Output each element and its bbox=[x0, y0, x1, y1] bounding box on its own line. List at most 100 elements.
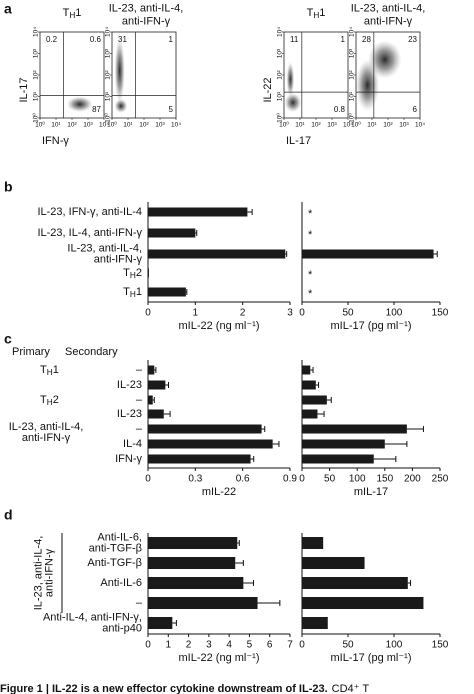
quadrant-percent: 23 bbox=[408, 35, 417, 44]
error-bar bbox=[315, 382, 320, 388]
bar bbox=[302, 395, 327, 405]
error-bar bbox=[326, 397, 332, 403]
x-tick-label: 100 bbox=[386, 308, 403, 319]
x-tick-label: 10⁰ bbox=[351, 121, 361, 129]
x-tick-label: 1 bbox=[193, 308, 199, 319]
primary-label: TH1 bbox=[40, 364, 59, 377]
value-label: * bbox=[308, 269, 313, 281]
y-axis-label: IL-17 bbox=[18, 77, 30, 102]
category-label: IL-23 bbox=[117, 408, 142, 420]
y-tick-label: 10⁰ bbox=[104, 113, 112, 123]
error-bar bbox=[407, 580, 412, 586]
quadrant-percent: 0.6 bbox=[90, 35, 102, 44]
x-tick-label: 10² bbox=[311, 122, 321, 129]
y-tick-label: 10² bbox=[105, 69, 112, 79]
bar bbox=[148, 228, 196, 238]
y-tick-label: 10¹ bbox=[277, 91, 284, 101]
x-tick-label: 10³ bbox=[399, 122, 409, 129]
text-part: 1 bbox=[53, 364, 59, 376]
x-tick-label: 0.9 bbox=[283, 474, 297, 485]
x-tick-label: 50 bbox=[324, 474, 336, 485]
cell-density bbox=[114, 99, 128, 113]
plot-title-line: anti-IFN-γ bbox=[364, 15, 413, 27]
x-tick-label: 2 bbox=[186, 640, 192, 651]
text-part: T bbox=[123, 286, 130, 298]
subscript: H bbox=[47, 368, 53, 377]
x-tick-label: 3 bbox=[287, 308, 293, 319]
category-label: Anti-IL-4, anti-IFN-γ, anti-p40 bbox=[43, 611, 142, 634]
category-label: Anti-TGF-β bbox=[87, 557, 142, 569]
error-bar bbox=[250, 456, 255, 462]
y-tick-label: 10⁰ bbox=[32, 113, 40, 123]
category-label-line: Anti-IL-4, anti-IFN-γ, bbox=[43, 611, 142, 623]
x-tick-label: 250 bbox=[432, 474, 449, 485]
bar bbox=[148, 424, 262, 434]
bar bbox=[302, 424, 407, 434]
category-label: TH1 bbox=[123, 286, 142, 299]
category-label: IL-4 bbox=[123, 438, 142, 450]
x-tick-label: 10² bbox=[67, 122, 77, 129]
y-tick-label: 10⁴ bbox=[33, 27, 40, 37]
x-tick-label: 2 bbox=[240, 308, 246, 319]
subscript: H bbox=[130, 290, 136, 299]
primary-label-line: anti-IFN-γ bbox=[22, 432, 71, 444]
bar bbox=[302, 597, 424, 609]
bar bbox=[302, 249, 434, 259]
x-tick-label: 10⁴ bbox=[171, 122, 181, 129]
bar bbox=[148, 537, 238, 549]
error-bar bbox=[373, 456, 397, 462]
quadrant-percent: 87 bbox=[92, 105, 101, 114]
error-bar bbox=[317, 411, 325, 417]
quadrant-percent: 5 bbox=[169, 105, 174, 114]
text-part: 2 bbox=[136, 267, 142, 279]
error-bar bbox=[185, 289, 188, 295]
x-tick-label: 0 bbox=[299, 308, 305, 319]
text-part: 1 bbox=[136, 286, 142, 298]
error-bar bbox=[247, 209, 253, 215]
x-tick-label: 10¹ bbox=[367, 122, 377, 129]
category-label: Anti-IL-6 bbox=[100, 577, 142, 589]
x-tick-label: 100 bbox=[349, 474, 366, 485]
quadrant-percent: 1 bbox=[341, 35, 346, 44]
error-bar bbox=[285, 251, 288, 257]
cell-density bbox=[368, 40, 402, 79]
error-bar bbox=[272, 441, 280, 447]
x-tick-label: 0 bbox=[299, 474, 305, 485]
y-tick-label: 10⁰ bbox=[348, 113, 356, 123]
x-tick-label: 0.6 bbox=[236, 474, 250, 485]
error-bar bbox=[154, 367, 157, 373]
category-label: – bbox=[136, 364, 143, 376]
caption: Figure 1 | IL-22 is a new effector cytok… bbox=[0, 683, 369, 694]
x-tick-label: 10⁰ bbox=[35, 121, 45, 129]
plot-title-line: IL-23, anti-IL-4, bbox=[109, 2, 184, 14]
panel-letter: a bbox=[4, 1, 12, 17]
error-bar bbox=[310, 367, 314, 373]
error-bar bbox=[172, 620, 177, 626]
cell-density bbox=[284, 93, 302, 112]
x-tick-label: 0.3 bbox=[188, 474, 202, 485]
subscript: H bbox=[130, 271, 136, 280]
bar bbox=[302, 439, 385, 449]
bar bbox=[148, 454, 251, 464]
x-tick-label: 3 bbox=[206, 640, 212, 651]
x-tick-label: 150 bbox=[432, 640, 449, 651]
column-header: Secondary bbox=[65, 346, 118, 358]
text-part: T bbox=[40, 364, 47, 376]
error-bar bbox=[165, 382, 170, 388]
x-tick-label: 10¹ bbox=[295, 122, 305, 129]
quadrant-percent: 6 bbox=[413, 105, 418, 114]
x-tick-label: 1 bbox=[166, 640, 172, 651]
plot-title: TH1 bbox=[307, 7, 326, 20]
quadrant-percent: 0.8 bbox=[334, 105, 346, 114]
category-label: IL-23, IFN-γ, anti-IL-4 bbox=[37, 206, 142, 218]
x-axis-label: mIL-22 (ng ml⁻¹) bbox=[179, 320, 260, 332]
x-axis-label: mIL-17 (pg ml⁻¹) bbox=[331, 320, 412, 332]
x-tick-label: 5 bbox=[247, 640, 253, 651]
category-label-line: anti-p40 bbox=[102, 622, 142, 634]
x-tick-label: 0 bbox=[145, 308, 151, 319]
y-tick-label: 10³ bbox=[33, 48, 40, 58]
x-tick-label: 10⁰ bbox=[107, 121, 117, 129]
category-label: – bbox=[136, 597, 143, 609]
cell-density bbox=[66, 96, 93, 112]
